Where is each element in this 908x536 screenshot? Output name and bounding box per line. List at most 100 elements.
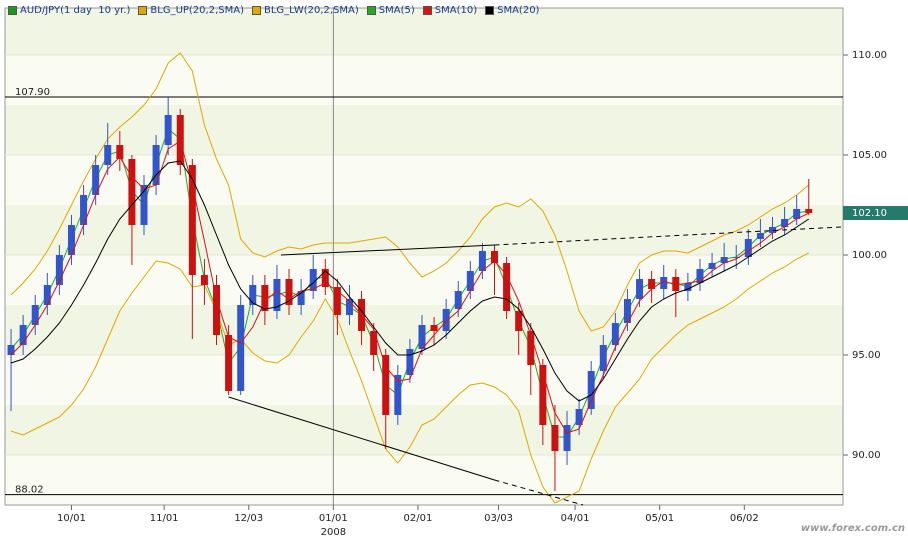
legend-item: BLG_UP(20,2,SMA) bbox=[138, 5, 244, 16]
trendline bbox=[494, 479, 584, 506]
candle-body bbox=[660, 277, 668, 289]
candle-body bbox=[744, 239, 752, 257]
legend-item: SMA(10) bbox=[422, 5, 478, 16]
candle-body bbox=[31, 305, 39, 325]
candle-body bbox=[249, 285, 257, 305]
legend-item: SMA(5) bbox=[366, 5, 415, 16]
candle-body bbox=[321, 269, 329, 287]
indicator-line bbox=[10, 140, 810, 434]
candle-body bbox=[684, 283, 692, 291]
legend-label: SMA(10) bbox=[434, 5, 478, 16]
candle-body bbox=[793, 209, 801, 219]
candle-body bbox=[599, 345, 607, 371]
candle-body bbox=[164, 115, 172, 145]
candle-body bbox=[309, 269, 317, 291]
x-year-label: 2008 bbox=[321, 527, 346, 536]
candle-body bbox=[696, 269, 704, 283]
plot-background bbox=[5, 8, 843, 505]
indicator-line bbox=[10, 160, 810, 402]
candle-body bbox=[345, 299, 353, 315]
plot-band bbox=[5, 455, 843, 505]
candle-body bbox=[92, 165, 100, 195]
candle-body bbox=[575, 409, 583, 425]
candle-body bbox=[527, 331, 535, 365]
candle-body bbox=[442, 309, 450, 331]
candle-body bbox=[285, 279, 293, 305]
candle-body bbox=[19, 325, 27, 345]
candle-body bbox=[454, 291, 462, 309]
indicator-line bbox=[10, 52, 810, 332]
y-tick-label: 110.00 bbox=[852, 50, 887, 61]
plot-band bbox=[5, 355, 843, 405]
candle-body bbox=[732, 257, 740, 258]
candle-body bbox=[539, 365, 547, 425]
candle-body bbox=[394, 375, 402, 415]
candle-body bbox=[188, 165, 196, 275]
y-tick-label: 105.00 bbox=[852, 150, 887, 161]
last-price-box bbox=[843, 206, 908, 220]
x-tick-label: 02/01 bbox=[404, 513, 433, 524]
candle-body bbox=[55, 255, 63, 285]
plot-band bbox=[5, 8, 843, 55]
legend: AUD/JPY(1 day 10 yr.) BLG_UP(20,2,SMA) BLG… bbox=[8, 5, 539, 16]
x-tick-label: 10/01 bbox=[57, 513, 86, 524]
trendline bbox=[494, 226, 842, 246]
reference-label: 107.90 bbox=[15, 87, 50, 98]
legend-item: BLG_LW(20,2,SMA) bbox=[251, 5, 359, 16]
candle-body bbox=[80, 195, 88, 225]
candle-body bbox=[720, 257, 728, 263]
candle-body bbox=[418, 325, 426, 349]
candle-body bbox=[43, 285, 51, 305]
candle-body bbox=[466, 271, 474, 291]
candle-body bbox=[756, 233, 764, 239]
legend-label: AUD/JPY(1 day 10 yr.) bbox=[20, 5, 131, 16]
x-tick-label: 05/01 bbox=[645, 513, 674, 524]
legend-item: SMA(20) bbox=[485, 5, 539, 16]
legend-swatch bbox=[422, 5, 432, 15]
candle-body bbox=[67, 225, 75, 255]
legend-swatch bbox=[8, 5, 17, 15]
legend-item: AUD/JPY(1 day 10 yr.) bbox=[8, 5, 130, 16]
candle-body bbox=[140, 185, 148, 225]
candle-body bbox=[478, 251, 486, 271]
candle-body bbox=[672, 277, 680, 291]
candle-body bbox=[563, 425, 571, 451]
candle-body bbox=[382, 355, 390, 415]
candle-body bbox=[781, 219, 789, 227]
x-tick-label: 04/01 bbox=[561, 513, 590, 524]
candle-body bbox=[708, 263, 716, 269]
candle-body bbox=[104, 145, 112, 165]
candle-body bbox=[128, 159, 136, 225]
reference-label: 88.02 bbox=[15, 485, 44, 496]
candle-body bbox=[406, 349, 414, 375]
candle-body bbox=[213, 285, 221, 335]
candle-body bbox=[491, 251, 499, 263]
legend-label: BLG_LW(20,2,SMA) bbox=[263, 5, 359, 16]
candle-body bbox=[152, 145, 160, 185]
plot-band bbox=[5, 105, 843, 155]
candle-body bbox=[7, 345, 15, 355]
plot-band bbox=[5, 405, 843, 455]
candle-body bbox=[116, 145, 124, 159]
legend-swatch bbox=[485, 5, 495, 15]
candle-body bbox=[333, 287, 341, 315]
candle-body bbox=[503, 263, 511, 311]
candle-body bbox=[261, 285, 269, 311]
y-tick-label: 95.00 bbox=[852, 350, 881, 361]
legend-label: SMA(5) bbox=[378, 5, 415, 16]
candle-body bbox=[768, 227, 776, 233]
trendline bbox=[228, 396, 495, 481]
trendline bbox=[280, 244, 495, 256]
legend-label: SMA(20) bbox=[497, 5, 540, 16]
candle-body bbox=[273, 279, 281, 311]
legend-swatch bbox=[138, 5, 148, 15]
last-price-label: 102.10 bbox=[852, 208, 887, 219]
x-tick-label: 11/01 bbox=[150, 513, 179, 524]
candle-body bbox=[370, 331, 378, 355]
watermark: www.forex.com.cn bbox=[801, 523, 905, 534]
candle-body bbox=[611, 323, 619, 345]
x-tick-label: 12/03 bbox=[234, 513, 263, 524]
candle-body bbox=[200, 275, 208, 285]
